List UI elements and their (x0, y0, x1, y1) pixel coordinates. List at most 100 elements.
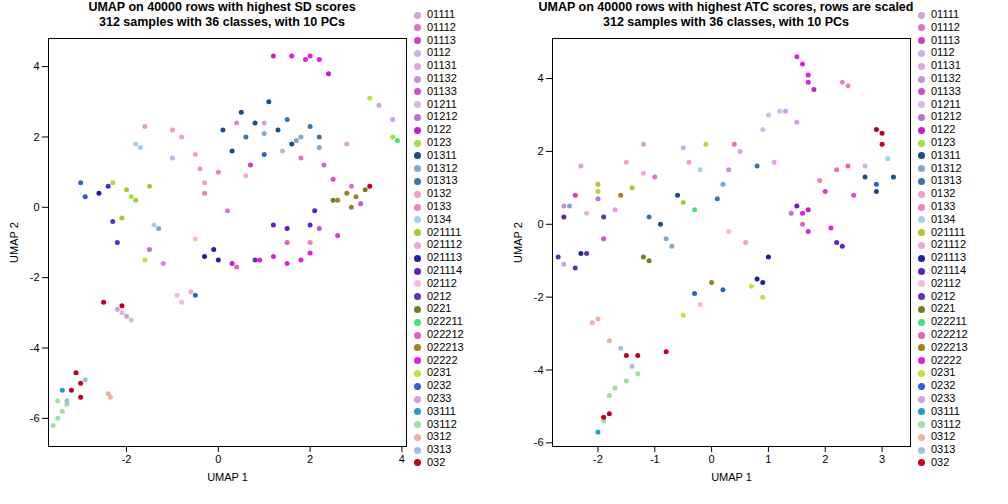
html-text:03112: 03112 (427, 417, 457, 430)
html-text:0134: 0134 (427, 212, 452, 225)
html-text:0212: 0212 (931, 289, 956, 302)
svg-text:0: 0 (537, 218, 543, 230)
svg-text:-2: -2 (534, 291, 544, 303)
html-text:01133: 01133 (931, 84, 961, 97)
html-text:01131: 01131 (427, 59, 457, 72)
html-text:022213: 022213 (427, 340, 464, 353)
html-text:01111: 01111 (427, 8, 456, 20)
html-text:0112: 0112 (427, 46, 451, 59)
html-text:01133: 01133 (427, 84, 457, 97)
svg-text:UMAP 2: UMAP 2 (512, 222, 524, 263)
html-text:021113: 021113 (427, 251, 463, 264)
html-text:03111: 03111 (427, 404, 456, 417)
svg-text:2: 2 (307, 453, 313, 465)
html-text:021111: 021111 (931, 225, 966, 238)
svg-text:2: 2 (33, 131, 39, 143)
html-text:0312: 0312 (427, 430, 452, 443)
html-text:021113: 021113 (931, 251, 967, 264)
html-text:0313: 0313 (931, 443, 956, 456)
html-text:0132: 0132 (931, 187, 956, 200)
html-text:0134: 0134 (931, 212, 956, 225)
html-text:021112: 021112 (427, 238, 463, 251)
html-text:0312: 0312 (931, 430, 956, 443)
html-text:0221: 0221 (427, 302, 452, 315)
html-text:01132: 01132 (931, 72, 961, 84)
html-text:02222: 02222 (931, 353, 962, 366)
html-text:UMAP on 40000 rows with highes: UMAP on 40000 rows with highest ATC scor… (538, 0, 914, 14)
html-text:03111: 03111 (931, 404, 960, 417)
svg-text:2: 2 (822, 453, 828, 465)
svg-text:UMAP 2: UMAP 2 (8, 222, 20, 263)
html-text:01132: 01132 (427, 72, 457, 84)
html-text:0232: 0232 (931, 379, 956, 392)
html-text:01311: 01311 (427, 148, 457, 161)
svg-text:-6: -6 (534, 436, 544, 448)
html-text:021112: 021112 (931, 238, 967, 251)
html-text:0221: 0221 (931, 302, 956, 315)
svg-text:4: 4 (399, 453, 405, 465)
html-text:0132: 0132 (427, 187, 452, 200)
html-text:0313: 0313 (427, 443, 452, 456)
html-text:02112: 02112 (427, 276, 457, 289)
html-text:01131: 01131 (931, 59, 961, 72)
svg-text:-2: -2 (122, 453, 132, 465)
html-text:UMAP on 40000 rows with highes: UMAP on 40000 rows with highest SD score… (88, 0, 356, 14)
html-text:0122: 0122 (931, 123, 956, 136)
html-text:0133: 0133 (427, 200, 452, 212)
html-text:01112: 01112 (427, 20, 456, 33)
svg-text:UMAP 1: UMAP 1 (207, 471, 248, 483)
html-text:01211: 01211 (931, 97, 961, 110)
html-text:0122: 0122 (427, 123, 452, 136)
html-text:022211: 022211 (427, 315, 463, 328)
html-text:022212: 022212 (427, 327, 464, 340)
html-text:01212: 01212 (427, 110, 458, 123)
html-text:0231: 0231 (931, 366, 956, 379)
html-text:022212: 022212 (931, 327, 968, 340)
svg-text:-6: -6 (30, 412, 40, 424)
html-text:0233: 0233 (931, 391, 956, 404)
html-text:021114: 021114 (931, 263, 967, 276)
html-text:032: 032 (931, 455, 950, 468)
html-text:312 samples with 36 classes, w: 312 samples with 36 classes, with 10 PCs (99, 15, 345, 29)
html-text:021111: 021111 (427, 225, 462, 238)
html-text:0233: 0233 (427, 391, 452, 404)
svg-text:0: 0 (33, 201, 39, 213)
svg-text:-2: -2 (30, 271, 40, 283)
html-text:03112: 03112 (931, 417, 961, 430)
html-text:01312: 01312 (427, 161, 458, 174)
html-text:01212: 01212 (931, 110, 962, 123)
html-text:312 samples with 36 classes, w: 312 samples with 36 classes, with 10 PCs (603, 15, 849, 29)
html-text:02112: 02112 (931, 276, 961, 289)
html-text:01113: 01113 (931, 33, 960, 46)
svg-text:4: 4 (537, 72, 543, 84)
html-text:0232: 0232 (427, 379, 452, 392)
html-text:032: 032 (427, 455, 446, 468)
html-text:01113: 01113 (427, 33, 456, 46)
svg-text:-4: -4 (30, 342, 40, 354)
html-text:01112: 01112 (931, 20, 960, 33)
html-text:01211: 01211 (427, 97, 457, 110)
html-text:0123: 0123 (427, 136, 452, 148)
svg-text:-4: -4 (534, 364, 544, 376)
svg-text:-2: -2 (593, 453, 603, 465)
html-text:01312: 01312 (931, 161, 962, 174)
svg-text:4: 4 (33, 60, 39, 72)
svg-text:1: 1 (765, 453, 771, 465)
svg-text:-1: -1 (650, 453, 660, 465)
html-text:0112: 0112 (931, 46, 955, 59)
svg-text:UMAP 1: UMAP 1 (711, 471, 752, 483)
html-text:022213: 022213 (931, 340, 968, 353)
html-text:02222: 02222 (427, 353, 458, 366)
html-text:022211: 022211 (931, 315, 967, 328)
html-text:0212: 0212 (427, 289, 452, 302)
html-text:021114: 021114 (427, 263, 463, 276)
html-text:0231: 0231 (427, 366, 452, 379)
svg-text:0: 0 (709, 453, 715, 465)
html-text:01311: 01311 (931, 148, 961, 161)
svg-text:2: 2 (537, 145, 543, 157)
html-text:01111: 01111 (931, 8, 960, 20)
svg-text:3: 3 (879, 453, 885, 465)
html-text:01313: 01313 (931, 174, 962, 187)
svg-text:0: 0 (215, 453, 221, 465)
html-text:01313: 01313 (427, 174, 458, 187)
